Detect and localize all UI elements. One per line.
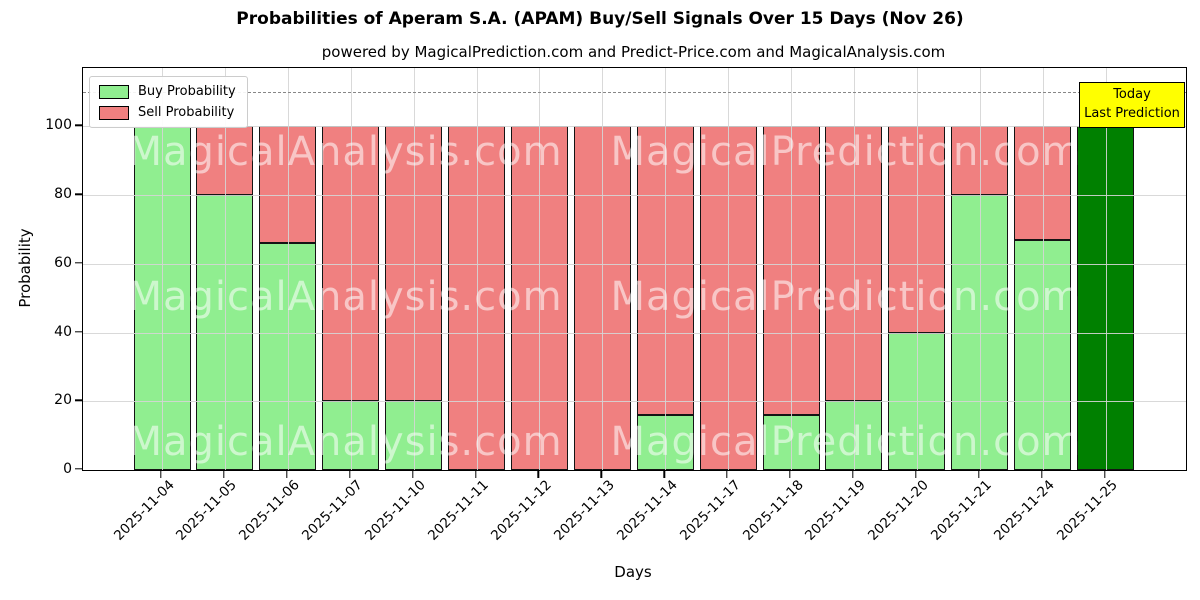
y-tick-label: 80 <box>54 186 72 203</box>
legend-sell-label: Sell Probability <box>138 105 235 120</box>
x-tick-label: 2025-11-20 <box>865 477 933 544</box>
y-tick <box>75 262 82 264</box>
x-tick <box>1040 471 1043 478</box>
y-tick <box>75 330 82 333</box>
vgrid-line <box>350 68 352 470</box>
vgrid-line <box>224 68 226 470</box>
vgrid-line <box>1042 68 1044 470</box>
hgrid-line <box>83 263 1186 265</box>
watermark-text: MagicalAnalysis.com <box>127 274 563 320</box>
x-tick <box>915 471 917 478</box>
y-tick <box>75 468 82 470</box>
x-tick-label: 2025-11-12 <box>487 477 555 544</box>
hgrid-line <box>83 332 1186 334</box>
x-tick <box>663 471 665 478</box>
legend-item-buy: Buy Probability <box>99 84 236 99</box>
x-tick <box>160 471 162 478</box>
vgrid-line <box>602 68 604 470</box>
x-tick <box>852 471 854 478</box>
y-tick <box>75 124 82 127</box>
x-tick <box>348 471 351 478</box>
x-tick-label: 2025-11-04 <box>110 477 178 544</box>
hgrid-line <box>83 126 1186 128</box>
vgrid-line <box>287 68 289 470</box>
vgrid-line <box>728 68 730 470</box>
vgrid-line <box>791 68 792 470</box>
vgrid-line <box>476 68 478 470</box>
x-tick-label: 2025-11-07 <box>299 477 367 544</box>
x-tick-label: 2025-11-13 <box>550 477 618 544</box>
y-tick-label: 20 <box>54 392 72 409</box>
x-tick-label: 2025-11-25 <box>1054 477 1121 544</box>
x-tick-label: 2025-11-05 <box>173 477 241 544</box>
legend-buy-swatch <box>99 84 129 99</box>
y-tick-label: 0 <box>63 461 72 477</box>
chart-subtitle: powered by MagicalPrediction.com and Pre… <box>321 43 946 61</box>
x-tick <box>600 471 602 478</box>
y-tick-label: 100 <box>45 117 72 134</box>
x-tick <box>474 471 477 478</box>
vgrid-line <box>1105 68 1107 470</box>
x-tick <box>726 471 728 478</box>
dashed-threshold-line <box>83 92 1186 94</box>
y-tick <box>75 193 82 195</box>
vgrid-line <box>979 68 981 470</box>
x-tick <box>1103 471 1106 478</box>
hgrid-line <box>83 195 1186 197</box>
y-tick-label: 40 <box>54 323 72 340</box>
watermark-text: MagicalAnalysis.com <box>127 419 563 465</box>
today-annotation-line2: Last Prediction <box>1084 105 1180 121</box>
y-axis-label: Probability <box>16 228 34 308</box>
chart-title: Probabilities of Aperam S.A. (APAM) Buy/… <box>236 9 964 29</box>
hgrid-line <box>83 401 1186 403</box>
x-tick <box>286 471 288 478</box>
vgrid-line <box>853 68 855 470</box>
x-tick-label: 2025-11-19 <box>802 477 870 544</box>
today-annotation: Today Last Prediction <box>1079 82 1185 128</box>
legend: Buy Probability Sell Probability <box>89 76 248 128</box>
vgrid-line <box>413 68 415 470</box>
x-tick <box>789 471 791 478</box>
legend-buy-label: Buy Probability <box>138 84 236 99</box>
x-tick <box>223 471 225 478</box>
legend-sell-swatch <box>99 105 129 120</box>
x-tick-label: 2025-11-10 <box>362 477 429 544</box>
y-tick <box>75 399 82 401</box>
x-tick-label: 2025-11-14 <box>613 477 681 544</box>
vgrid-line <box>665 68 667 470</box>
vgrid-line <box>162 68 163 470</box>
x-tick-label: 2025-11-11 <box>425 477 492 544</box>
watermark-text: MagicalPrediction.com <box>610 129 1082 175</box>
x-tick <box>411 471 414 478</box>
legend-item-sell: Sell Probability <box>99 105 236 120</box>
x-tick-label: 2025-11-21 <box>928 477 996 544</box>
today-annotation-line1: Today <box>1113 87 1151 102</box>
vgrid-line <box>916 68 918 470</box>
x-tick-label: 2025-11-18 <box>739 477 807 544</box>
watermark-text: MagicalAnalysis.com <box>127 129 563 175</box>
x-tick <box>977 471 980 478</box>
watermark-text: MagicalPrediction.com <box>610 274 1082 320</box>
x-tick-label: 2025-11-17 <box>676 477 744 544</box>
x-tick-label: 2025-11-24 <box>991 477 1058 544</box>
x-axis-label: Days <box>614 563 652 581</box>
y-tick-label: 60 <box>54 254 72 271</box>
vgrid-line <box>539 68 541 470</box>
plot-area: MagicalAnalysis.com MagicalPrediction.com… <box>82 67 1187 471</box>
x-tick-label: 2025-11-06 <box>236 477 304 544</box>
x-tick <box>537 471 540 478</box>
watermark-text: MagicalPrediction.com <box>610 419 1082 465</box>
